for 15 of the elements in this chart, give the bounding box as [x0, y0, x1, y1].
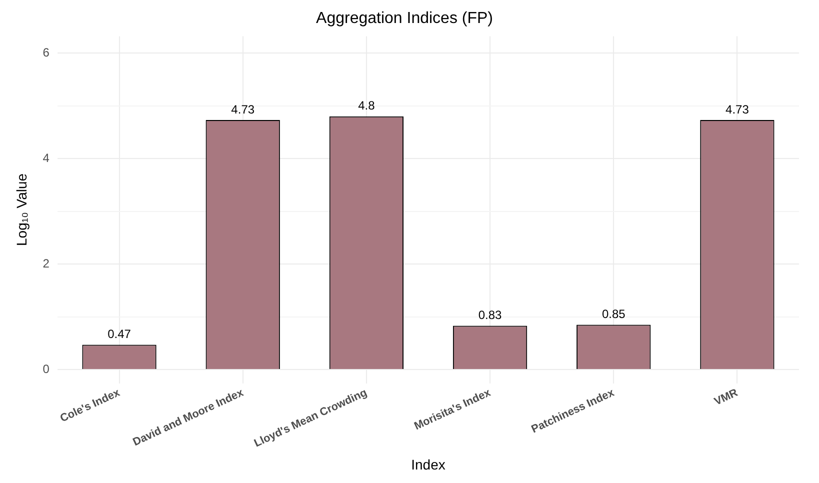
- data-label: 4.73: [231, 102, 255, 116]
- x-tick-label: Cole's Index: [58, 386, 123, 425]
- x-axis-title: Index: [411, 456, 446, 472]
- data-label: 0.47: [108, 327, 132, 342]
- y-axis-title: Log₁₀ Value: [13, 173, 30, 246]
- data-label: 4.8: [358, 98, 376, 113]
- chart-title: Aggregation Indices (FP): [316, 10, 493, 28]
- y-tick-label: 0: [42, 362, 50, 376]
- y-tick-label: 4: [42, 150, 50, 165]
- data-label: 0.83: [478, 308, 502, 322]
- y-tick-label: 6: [42, 45, 50, 60]
- data-label: 0.85: [602, 307, 626, 322]
- y-tick-label: 2: [42, 256, 50, 270]
- data-label: 4.73: [726, 102, 750, 116]
- x-tick-label: VMR: [712, 386, 740, 408]
